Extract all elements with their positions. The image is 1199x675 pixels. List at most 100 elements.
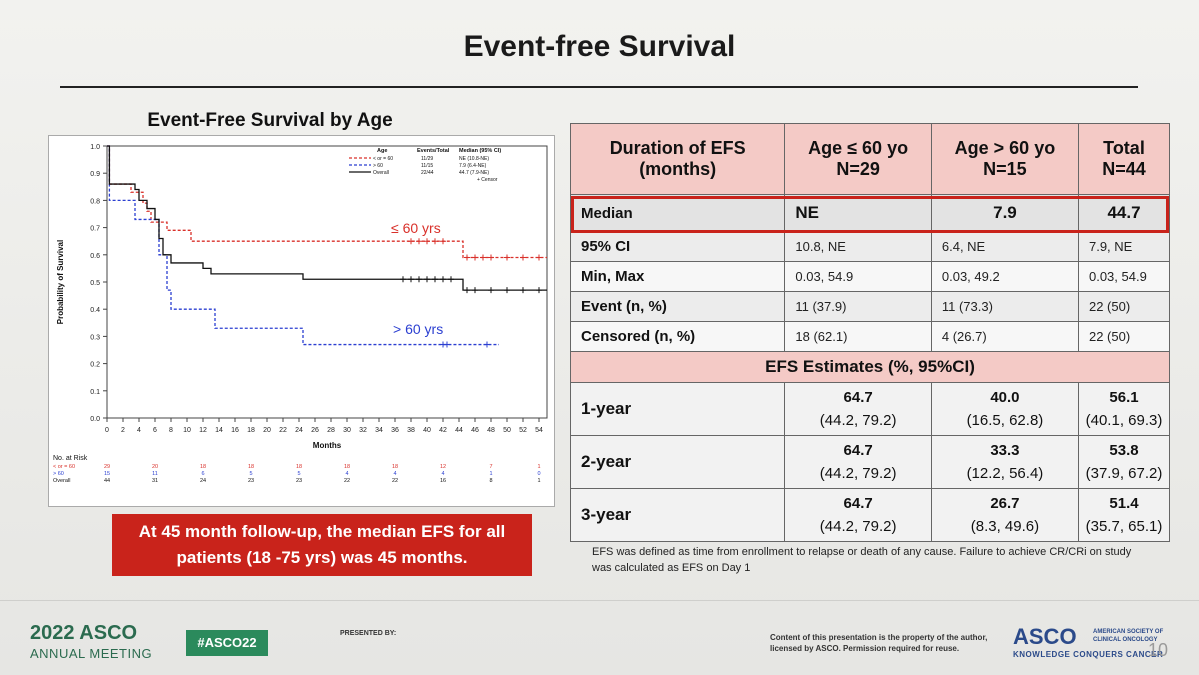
x-tick-label: 44 (455, 427, 463, 434)
censor-mark (536, 287, 542, 294)
estimate-cell-age-gt-60: 33.3 (12.2, 56.4) (930, 435, 1079, 489)
estimate-cell-total: 53.8 (37.9, 67.2) (1077, 435, 1171, 489)
censor-mark (448, 276, 454, 283)
risk-value: 6 (201, 471, 204, 477)
estimate-value: 53.8 (1109, 442, 1139, 459)
estimate-label: 3-year (569, 488, 786, 542)
risk-value: 4 (345, 471, 348, 477)
risk-value: 7 (489, 464, 492, 470)
title-divider (60, 86, 1138, 88)
cell-age-gt-60: 4 (26.7) (930, 321, 1079, 352)
estimates-header: EFS Estimates (%, 95%CI) (570, 351, 1170, 383)
censor-mark (480, 254, 486, 261)
x-tick-label: 18 (247, 427, 255, 434)
presented-by-label: PRESENTED BY: (340, 630, 397, 637)
risk-value: 0 (537, 471, 540, 477)
x-tick-label: 20 (263, 427, 271, 434)
risk-row-name: Overall (53, 478, 70, 484)
estimate-ci: (12.2, 56.4) (966, 465, 1044, 482)
censor-mark (464, 287, 470, 294)
row-label: Event (n, %) (569, 291, 786, 322)
x-tick-label: 40 (423, 427, 431, 434)
median-age-le-60: NE (784, 194, 932, 232)
x-tick-label: 12 (199, 427, 207, 434)
legend-censor: + Censor (477, 177, 498, 183)
x-tick-label: 50 (503, 427, 511, 434)
x-tick-label: 22 (279, 427, 287, 434)
estimate-label: 2-year (569, 435, 786, 489)
row-label: Censored (n, %) (569, 321, 786, 352)
cell-age-gt-60: 6.4, NE (930, 231, 1079, 262)
table-header-row: Duration of EFS (months) Age ≤ 60 yo N=2… (569, 123, 1171, 195)
asco-tagline: KNOWLEDGE CONQUERS CANCER (1013, 650, 1164, 659)
censor-mark (464, 254, 470, 261)
stat-rows: 95% CI 10.8, NE 6.4, NE 7.9, NE Min, Max 0.03… (569, 231, 1171, 352)
censor-mark (432, 238, 438, 245)
censor-mark (484, 341, 490, 348)
risk-value: 12 (440, 464, 446, 470)
legend-median: NE (10.8-NE) (459, 156, 489, 162)
cell-total: 22 (50) (1077, 291, 1171, 322)
estimate-cell-age-le-60: 64.7 (44.2, 79.2) (784, 382, 932, 436)
x-tick-label: 52 (519, 427, 527, 434)
x-tick-label: 2 (121, 427, 125, 434)
cell-age-gt-60: 11 (73.3) (930, 291, 1079, 322)
y-tick-label: 0.6 (90, 253, 100, 260)
censor-mark (488, 287, 494, 294)
estimate-row: 2-year 64.7 (44.2, 79.2) 33.3 (12.2, 56.4) 53… (569, 435, 1171, 489)
estimate-label: 1-year (569, 382, 786, 436)
table-row: 95% CI 10.8, NE 6.4, NE 7.9, NE (569, 231, 1171, 262)
risk-value: 18 (392, 464, 398, 470)
legend-median: 44.7 (7.9-NE) (459, 170, 489, 176)
risk-value: 31 (152, 478, 158, 484)
risk-value: 8 (489, 478, 492, 484)
censor-mark (408, 238, 414, 245)
censor-mark (472, 254, 478, 261)
x-tick-label: 16 (231, 427, 239, 434)
efs-table: Duration of EFS (months) Age ≤ 60 yo N=2… (569, 123, 1171, 542)
estimate-rows: 1-year 64.7 (44.2, 79.2) 40.0 (16.5, 62.8) 56… (569, 382, 1171, 542)
risk-value: 22 (344, 478, 350, 484)
col-header-age-gt-60: Age > 60 yo N=15 (930, 123, 1079, 195)
y-tick-label: 0.8 (90, 198, 100, 205)
estimate-ci: (44.2, 79.2) (819, 412, 897, 429)
content-ownership-note: Content of this presentation is the prop… (770, 633, 988, 653)
estimate-ci: (8.3, 49.6) (970, 518, 1040, 535)
x-tick-label: 4 (137, 427, 141, 434)
legend-median: 7.9 (6.4-NE) (459, 163, 487, 169)
legend-header: Median (95% CI) (459, 148, 501, 154)
legend-events: 11/29 (421, 156, 433, 162)
risk-value: 29 (104, 464, 110, 470)
asco-year-logo: 2022 ASCO (30, 622, 138, 644)
cell-age-le-60: 10.8, NE (784, 231, 932, 262)
slide-title: Event-free Survival (463, 30, 736, 63)
censor-mark (432, 276, 438, 283)
censor-mark (416, 238, 422, 245)
cell-age-le-60: 11 (37.9) (784, 291, 932, 322)
x-axis-label: Months (313, 441, 342, 450)
estimate-value: 56.1 (1109, 389, 1139, 406)
col-header-total: Total N=44 (1077, 123, 1171, 195)
y-axis-label: Probability of Survival (56, 240, 65, 324)
estimate-row: 3-year 64.7 (44.2, 79.2) 26.7 (8.3, 49.6) 51.… (569, 488, 1171, 542)
row-label: Min, Max (569, 261, 786, 292)
x-tick-label: 46 (471, 427, 479, 434)
estimate-row: 1-year 64.7 (44.2, 79.2) 40.0 (16.5, 62.8) 56… (569, 382, 1171, 436)
x-tick-label: 30 (343, 427, 351, 434)
risk-row-name: > 60 (53, 471, 64, 477)
estimate-ci: (44.2, 79.2) (819, 465, 897, 482)
risk-value: 44 (104, 478, 110, 484)
censor-mark (408, 276, 414, 283)
cell-total: 22 (50) (1077, 321, 1171, 352)
cell-age-gt-60: 0.03, 49.2 (930, 261, 1079, 292)
y-tick-label: 0.3 (90, 334, 100, 341)
estimate-ci: (44.2, 79.2) (819, 518, 897, 535)
km-chart: 0.0 0.1 0.2 0.3 0.4 0.5 0.6 0.7 0.8 0.9 1.0 0 2 4 6 8 10… (48, 135, 555, 507)
x-tick-label: 8 (169, 427, 173, 434)
estimate-value: 33.3 (990, 442, 1020, 459)
risk-row-name: < or = 60 (53, 464, 75, 470)
risk-value: 1 (537, 478, 540, 484)
y-tick-label: 0.9 (90, 171, 100, 178)
censor-mark (504, 254, 510, 261)
